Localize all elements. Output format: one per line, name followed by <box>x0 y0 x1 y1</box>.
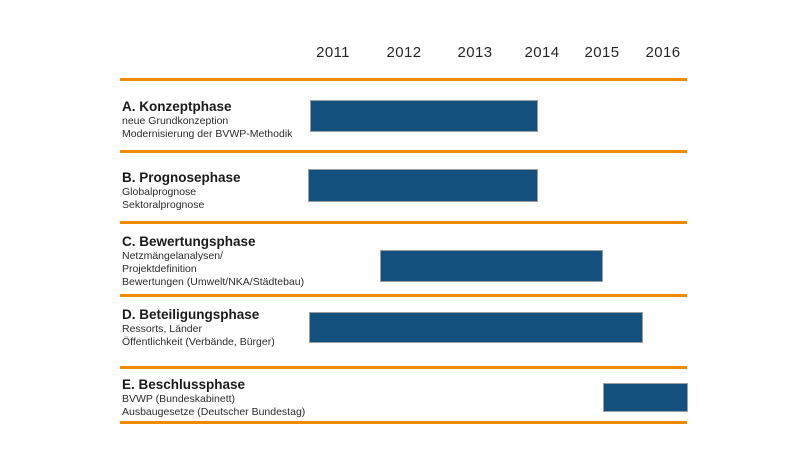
separator-line-6 <box>120 421 687 424</box>
year-label-2012: 2012 <box>386 44 422 61</box>
phase-detail-line: Projektdefinition <box>122 262 197 275</box>
separator-line-3 <box>120 221 687 224</box>
gantt-bar-phase-2 <box>308 169 538 202</box>
phase-detail-line: Öffentlichkeit (Verbände, Bürger) <box>122 335 275 348</box>
phase-detail-line: Ressorts, Länder <box>122 323 202 335</box>
phase-title: C. Bewertungsphase <box>122 234 256 249</box>
phase-title: B. Prognosephase <box>122 170 241 185</box>
phase-detail-line: Netzmängelanalysen/ <box>122 250 223 262</box>
phase-label-block-1: A. Konzeptphase neue Grundkonzeption Moder… <box>122 99 312 141</box>
phase-label-block-4: D. Beteiligungsphase Ressorts, Länder Öffe… <box>122 307 312 349</box>
gantt-bar-phase-4 <box>309 312 643 343</box>
year-label-2014: 2014 <box>524 44 560 61</box>
phase-detail-line: Modernisierung der BVWP-Methodik <box>122 127 293 140</box>
phase-label-block-5: E. Beschlussphase BVWP (Bundeskabinett) Au… <box>122 377 312 419</box>
separator-line-2 <box>120 150 687 153</box>
separator-line-5 <box>120 366 687 369</box>
phase-detail-line: Sektoralprognose <box>122 198 205 211</box>
phase-title: D. Beteiligungsphase <box>122 307 260 322</box>
phase-title: A. Konzeptphase <box>122 99 232 114</box>
phase-label-block-3: C. Bewertungsphase Netzmängelanalysen/Pro… <box>122 234 312 288</box>
gantt-bar-phase-3 <box>380 250 603 282</box>
phase-detail-line: Ausbaugesetze (Deutscher Bundestag) <box>122 405 306 418</box>
year-label-2016: 2016 <box>645 44 681 61</box>
year-label-2015: 2015 <box>584 44 620 61</box>
separator-line-4 <box>120 294 687 297</box>
phase-detail-line: Globalprognose <box>122 186 197 198</box>
year-label-2011: 2011 <box>316 44 350 61</box>
phase-title: E. Beschlussphase <box>122 377 246 392</box>
year-label-2013: 2013 <box>457 44 493 61</box>
gantt-bar-phase-1 <box>310 100 538 132</box>
phase-detail-line: Bewertungen (Umwelt/NKA/Städtebau) <box>122 275 305 288</box>
gantt-bar-phase-5 <box>603 383 688 412</box>
phase-detail-line: BVWP (Bundeskabinett) <box>122 393 236 405</box>
phase-label-block-2: B. Prognosephase Globalprognose Sektoralpr… <box>122 170 312 212</box>
phase-detail-line: neue Grundkonzeption <box>122 115 229 127</box>
separator-line-1 <box>120 78 687 81</box>
